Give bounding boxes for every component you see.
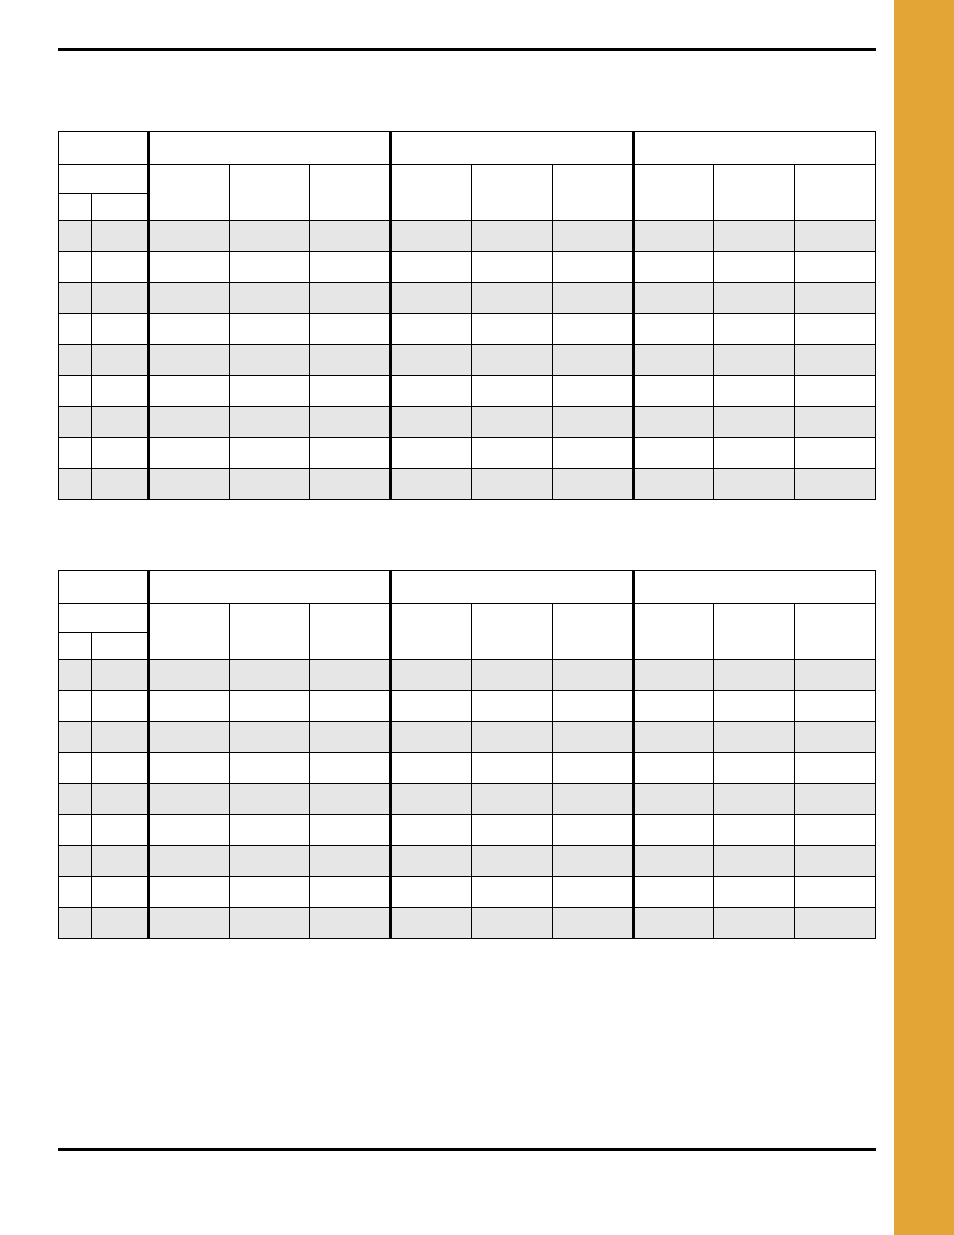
table-row — [59, 221, 876, 252]
bottom-rule — [58, 1148, 876, 1151]
table-row — [59, 877, 876, 908]
table-a-sub-3 — [229, 165, 310, 221]
table-a-sub-9 — [714, 165, 795, 221]
table-b-group-0 — [148, 571, 390, 604]
table-row — [59, 660, 876, 691]
table-row — [59, 753, 876, 784]
table-row — [59, 784, 876, 815]
table-row — [59, 815, 876, 846]
table-b-group-1 — [391, 571, 633, 604]
table-b-group-2 — [633, 571, 875, 604]
table-b-sub-4 — [310, 604, 391, 660]
table-a-left-head-b1 — [91, 194, 148, 221]
table-b-sub-10 — [795, 604, 876, 660]
table-a-sub-5 — [391, 165, 472, 221]
table-row — [59, 846, 876, 877]
table-a-group-2 — [633, 132, 875, 165]
accent-sidebar — [894, 0, 954, 1235]
table-a-wrap — [58, 131, 876, 500]
table-b-sub-9 — [714, 604, 795, 660]
table-b-sub-2 — [148, 604, 229, 660]
table-a-sub-10 — [795, 165, 876, 221]
table-a-sub-7 — [552, 165, 633, 221]
bottom-rule-wrap — [58, 1148, 876, 1151]
table-a — [58, 131, 876, 500]
table-a-group-1 — [391, 132, 633, 165]
table-a-corner-blank — [59, 132, 149, 165]
table-row — [59, 283, 876, 314]
table-row — [59, 314, 876, 345]
table-a-left-head-b0 — [59, 194, 92, 221]
table-row — [59, 908, 876, 939]
table-b-sub-8 — [633, 604, 714, 660]
table-a-group-row — [59, 132, 876, 165]
table-a-group-0 — [148, 132, 390, 165]
table-b-wrap — [58, 570, 876, 939]
page — [0, 0, 954, 1235]
table-b-group-row — [59, 571, 876, 604]
table-b-sub-row — [59, 604, 876, 633]
table-row — [59, 691, 876, 722]
table-b-corner-blank — [59, 571, 149, 604]
table-row — [59, 376, 876, 407]
top-rule — [58, 48, 876, 51]
table-b — [58, 570, 876, 939]
table-b-left-head-b1 — [91, 633, 148, 660]
table-a-sub-8 — [633, 165, 714, 221]
table-b-sub-7 — [552, 604, 633, 660]
table-a-sub-4 — [310, 165, 391, 221]
table-b-sub-6 — [471, 604, 552, 660]
table-row — [59, 469, 876, 500]
table-a-left-head-top — [59, 165, 149, 194]
content-area — [58, 48, 876, 939]
table-row — [59, 438, 876, 469]
table-a-sub-row — [59, 165, 876, 194]
table-a-sub-2 — [148, 165, 229, 221]
table-a-sub-6 — [471, 165, 552, 221]
table-row — [59, 722, 876, 753]
table-row — [59, 345, 876, 376]
table-b-left-head-top — [59, 604, 149, 633]
table-row — [59, 252, 876, 283]
table-b-sub-3 — [229, 604, 310, 660]
table-b-sub-5 — [391, 604, 472, 660]
table-row — [59, 407, 876, 438]
table-b-left-head-b0 — [59, 633, 92, 660]
